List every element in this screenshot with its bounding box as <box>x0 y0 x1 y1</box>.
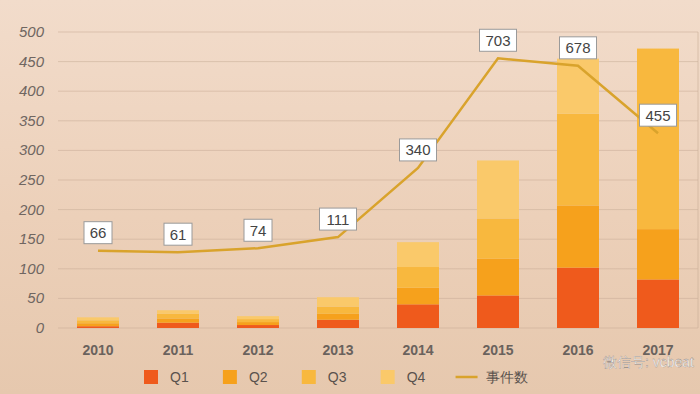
y-tick-label: 250 <box>18 171 45 188</box>
y-tick-label: 50 <box>27 289 44 306</box>
background <box>0 0 700 394</box>
bar <box>397 288 439 305</box>
data-label-box <box>480 29 517 51</box>
y-tick-label: 450 <box>19 53 45 70</box>
bar <box>557 205 599 267</box>
data-label: 66 <box>90 224 107 241</box>
line <box>98 58 658 252</box>
x-tick-label: 2010 <box>82 342 113 358</box>
bar <box>477 218 519 258</box>
legend-label: Q3 <box>328 369 347 385</box>
data-label-box <box>244 219 272 241</box>
grid-line <box>58 180 698 181</box>
x-tick-label: 2016 <box>562 342 593 358</box>
bar <box>317 314 359 320</box>
grid-line <box>58 268 698 269</box>
legend-label: Q1 <box>170 369 189 385</box>
bar <box>77 323 119 326</box>
x-tick-label: 2014 <box>402 342 433 358</box>
bar <box>397 242 439 267</box>
bar <box>237 319 279 322</box>
bar <box>157 319 199 323</box>
data-labels: 66 61 74 111 340 703 678 455 <box>84 29 677 245</box>
data-label: 340 <box>405 141 430 158</box>
y-tick-label: 100 <box>19 260 45 277</box>
legend-label: Q2 <box>249 369 268 385</box>
y2-axis-line <box>698 32 699 328</box>
bar <box>157 323 199 328</box>
data-label: 678 <box>565 39 590 56</box>
legend-label: 事件数 <box>486 369 528 385</box>
data-label: 455 <box>645 107 670 124</box>
grid-line <box>58 91 698 92</box>
legend-swatch <box>302 370 316 384</box>
legend-swatch <box>381 370 395 384</box>
bar <box>397 304 439 328</box>
bar <box>317 297 359 306</box>
data-label-box <box>164 223 192 245</box>
y-tick-label: 200 <box>18 201 45 218</box>
bar <box>157 314 199 319</box>
x-tick-label: 2012 <box>242 342 273 358</box>
bar <box>477 259 519 296</box>
grid-line <box>58 298 698 299</box>
legend-label: Q4 <box>407 369 426 385</box>
data-label: 74 <box>250 222 267 239</box>
bar <box>77 326 119 328</box>
y-tick-label: 400 <box>19 82 45 99</box>
y-tick-label: 350 <box>19 112 45 129</box>
bar <box>157 310 199 314</box>
bar <box>237 325 279 328</box>
grid-line <box>58 120 698 121</box>
y-tick-label: 0 <box>36 319 45 336</box>
bar <box>77 320 119 323</box>
bar <box>237 316 279 319</box>
y-tick-label: 150 <box>19 230 45 247</box>
bar <box>317 307 359 314</box>
data-label-box <box>640 104 677 126</box>
bar <box>557 268 599 328</box>
grid-line <box>58 32 698 33</box>
y-tick-label: 300 <box>19 141 45 158</box>
plot-marks <box>77 49 679 328</box>
grid-line <box>58 328 698 329</box>
legend-swatch <box>223 370 237 384</box>
bar <box>477 160 519 218</box>
y-tick-label: 500 <box>19 23 45 40</box>
x-tick-label: 2013 <box>322 342 353 358</box>
bar <box>557 114 599 206</box>
data-label: 61 <box>170 226 187 243</box>
data-label-box <box>560 37 597 59</box>
bar <box>77 317 119 320</box>
bar <box>237 322 279 325</box>
bar <box>477 295 519 328</box>
legend-line <box>456 376 478 379</box>
bar <box>637 48 679 49</box>
bar <box>637 279 679 328</box>
bar <box>317 320 359 328</box>
bar <box>637 229 679 279</box>
data-label-box <box>84 222 112 244</box>
x-tick-label: 2011 <box>163 342 194 358</box>
x-tick-label: 2015 <box>482 342 513 358</box>
legend-swatch <box>144 370 158 384</box>
watermark: 微信号: vcbeat <box>603 354 694 370</box>
legend: Q1 Q2 Q3 Q4 事件数 <box>144 369 528 385</box>
bar <box>637 49 679 230</box>
data-label-box <box>320 208 357 230</box>
data-label: 703 <box>485 32 510 49</box>
grid-line <box>58 209 698 210</box>
grid-line <box>58 150 698 151</box>
chart: 0 50 100 150 200 250 300 350 400 450 500 66 61 74 111 3… <box>0 0 700 394</box>
bar <box>397 267 439 288</box>
grid-line <box>58 61 698 62</box>
grid-line <box>58 239 698 240</box>
data-label-box <box>400 139 437 161</box>
data-label: 111 <box>327 211 350 228</box>
